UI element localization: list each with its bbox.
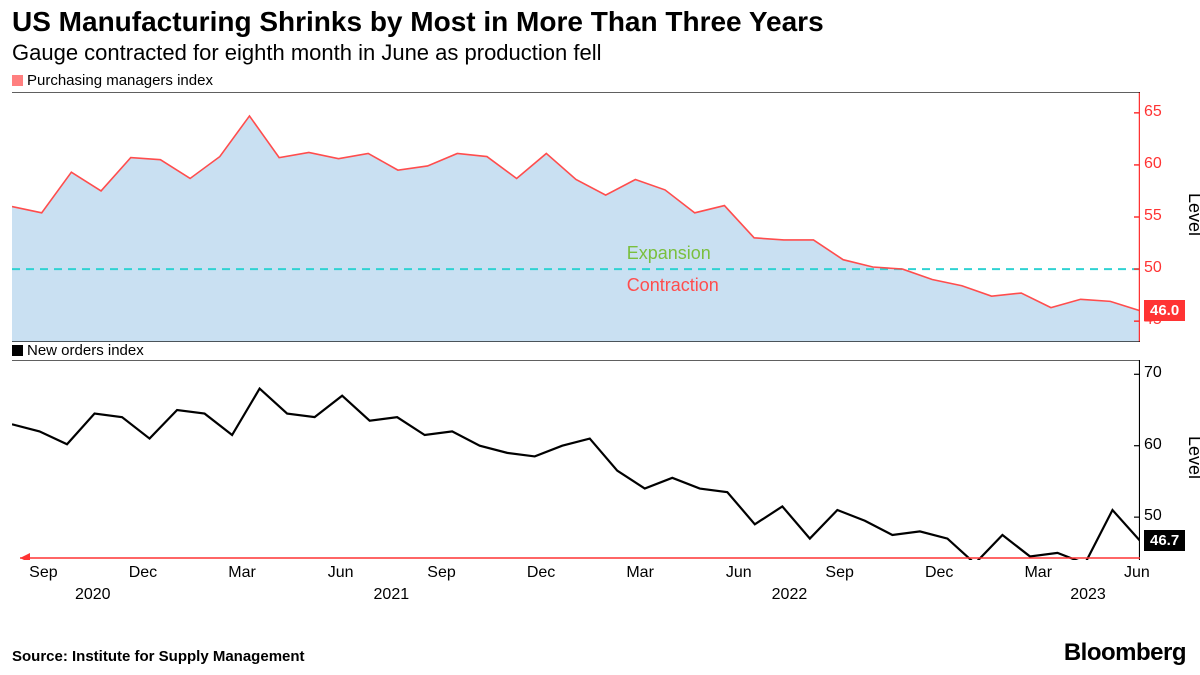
x-month-label: Sep: [825, 564, 853, 582]
x-year-label: 2020: [75, 586, 111, 604]
y-tick-label: 55: [1144, 207, 1162, 225]
bottom-y-axis-label: Level: [1184, 436, 1200, 479]
legend-swatch-icon: [12, 345, 23, 356]
brand-logo: Bloomberg: [1064, 639, 1186, 667]
y-tick-label: 50: [1144, 507, 1162, 525]
bottom-chart-svg: [12, 360, 1140, 560]
x-month-label: Jun: [726, 564, 752, 582]
x-month-label: Mar: [626, 564, 654, 582]
top-chart-svg: [12, 92, 1140, 342]
x-month-label: Dec: [129, 564, 157, 582]
top-chart: [12, 92, 1140, 342]
y-tick-label: 65: [1144, 103, 1162, 121]
page-subtitle: Gauge contracted for eighth month in Jun…: [12, 40, 601, 66]
legend-top-label: Purchasing managers index: [27, 72, 213, 89]
x-month-label: Dec: [527, 564, 555, 582]
contraction-label: Contraction: [627, 275, 719, 296]
legend-swatch-icon: [12, 75, 23, 86]
x-month-label: Mar: [1024, 564, 1052, 582]
page-title: US Manufacturing Shrinks by Most in More…: [12, 6, 824, 38]
x-month-label: Sep: [29, 564, 57, 582]
x-month-label: Jun: [1124, 564, 1150, 582]
y-tick-label: 60: [1144, 155, 1162, 173]
legend-top: Purchasing managers index: [12, 72, 213, 89]
bottom-callout-badge: 46.7: [1144, 530, 1185, 551]
x-month-label: Dec: [925, 564, 953, 582]
expansion-label: Expansion: [627, 243, 711, 264]
bottom-chart: [12, 360, 1140, 560]
x-year-label: 2021: [374, 586, 410, 604]
x-month-label: Mar: [228, 564, 256, 582]
chart-container: US Manufacturing Shrinks by Most in More…: [0, 0, 1200, 675]
legend-bottom: New orders index: [12, 342, 144, 359]
source-text: Source: Institute for Supply Management: [12, 648, 305, 665]
top-y-axis-label: Level: [1184, 193, 1200, 236]
y-tick-label: 60: [1144, 436, 1162, 454]
x-month-label: Jun: [328, 564, 354, 582]
y-tick-label: 50: [1144, 259, 1162, 277]
legend-bottom-label: New orders index: [27, 342, 144, 359]
x-year-label: 2022: [772, 586, 808, 604]
x-year-label: 2023: [1070, 586, 1106, 604]
top-callout-badge: 46.0: [1144, 300, 1185, 321]
y-tick-label: 70: [1144, 364, 1162, 382]
x-month-label: Sep: [427, 564, 455, 582]
